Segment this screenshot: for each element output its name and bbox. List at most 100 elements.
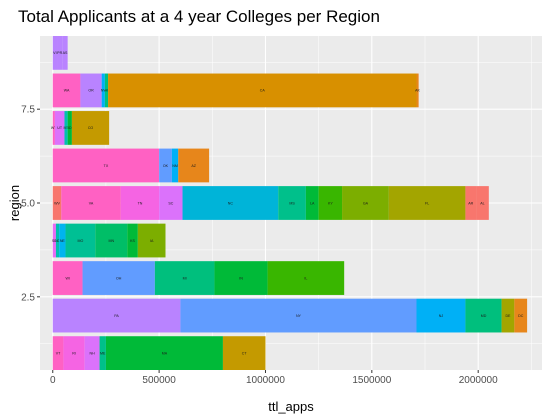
bar-segment-region-5-wv: [52, 186, 62, 220]
bar-segment-region-3-wi: [52, 261, 83, 295]
segment-label: OK: [163, 164, 169, 168]
bar-segment-region-1-me: [99, 336, 106, 370]
bar-segment-region-4-mn: [95, 223, 128, 258]
bar-segment-region-2-de: [501, 298, 515, 333]
segment-label: NJ: [439, 314, 444, 318]
segment-label: IN: [239, 276, 243, 280]
bar-segment-region-2-md: [465, 298, 502, 333]
segment-label: GA: [363, 201, 369, 205]
bar-segment-region-5-fl: [388, 186, 466, 220]
segment-label: SD: [52, 239, 57, 243]
segment-label: AR: [468, 201, 473, 205]
segment-label: MT: [63, 126, 69, 130]
bar-segment-region-4-mo: [65, 223, 96, 258]
segment-label: UT: [57, 126, 63, 130]
segment-label: FL: [425, 201, 429, 205]
segment-label: WV: [54, 201, 60, 205]
bar-segment-region-5-ga: [342, 186, 389, 220]
bar-segment-region-5-tn: [120, 186, 160, 220]
bar-segment-region-2-ny: [180, 298, 417, 333]
segment-label: MD: [481, 314, 487, 318]
bar-segment-region-4-ne: [59, 223, 66, 258]
bar-segment-region-6-ok: [159, 148, 172, 183]
bar-segment-region-1-vt: [52, 336, 64, 370]
segment-label: PR: [57, 51, 62, 55]
segment-label: WA: [64, 89, 70, 93]
segment-label: VI: [53, 51, 56, 55]
bar-segment-region-5-sc: [159, 186, 183, 220]
bar-segment-region-2-pa: [52, 298, 181, 333]
segment-label: NE: [60, 239, 66, 243]
segment-label: VT: [56, 351, 61, 355]
segment-label: HI: [105, 89, 109, 93]
segment-label: NV: [101, 89, 107, 93]
bar-segment-region-3-mi: [154, 261, 215, 295]
segment-label: NM: [172, 164, 178, 168]
bar-segment-region-8-ak: [416, 73, 419, 108]
segment-label: DE: [505, 314, 511, 318]
segment-label: NH: [90, 351, 96, 355]
bar-segment-region-8-nv: [101, 73, 105, 108]
bar-segment-region-8-hi: [104, 73, 109, 108]
bar-segment-region-3-in: [214, 261, 268, 295]
bar-segment-region-4-ia: [137, 223, 166, 258]
segment-label: PA: [114, 314, 119, 318]
segment-label: NC: [228, 201, 234, 205]
bar-segment-region-9-pr: [57, 36, 63, 70]
bar-segment-region-5-ms: [278, 186, 306, 220]
bar-segment-region-7-id: [67, 111, 72, 145]
bar-segment-region-9-vi: [52, 36, 58, 70]
segment-label: CA: [260, 89, 266, 93]
y-tick-label: 2.5: [21, 292, 35, 303]
bar-segment-region-6-az: [178, 148, 210, 183]
bar-segment-region-2-nj: [416, 298, 466, 333]
bar-segment-region-5-ky: [318, 186, 343, 220]
segment-label: TX: [104, 164, 109, 168]
segment-label: KS: [130, 239, 135, 243]
segment-label: LA: [310, 201, 315, 205]
y-tick-label: 5.0: [21, 199, 35, 210]
bar-segment-region-5-nc: [182, 186, 279, 220]
y-tick-label: 7.5: [21, 105, 35, 116]
x-axis: 0 500000 1000000 1500000 2000000: [50, 370, 498, 386]
segment-label: OH: [116, 276, 122, 280]
segment-label: IL: [304, 276, 307, 280]
bar-segment-region-4-nd: [55, 223, 60, 258]
bar-segment-region-1-ct: [222, 336, 266, 370]
y-axis: 2.5 5.0 7.5: [21, 105, 40, 303]
bar-segment-region-5-la: [305, 186, 319, 220]
y-axis-title: region: [7, 185, 22, 221]
segment-label: AZ: [191, 164, 196, 168]
bar-segment-region-1-nh: [84, 336, 100, 370]
segment-label: WY: [51, 126, 57, 130]
bar-segment-region-1-ri: [63, 336, 85, 370]
segment-label: TN: [138, 201, 143, 205]
segment-label: OR: [88, 89, 94, 93]
segment-label: MS: [289, 201, 295, 205]
bar-segment-region-5-ar: [465, 186, 477, 220]
segment-label: AK: [415, 89, 420, 93]
bar-segment-region-7-mt: [64, 111, 68, 145]
segment-label: MO: [78, 239, 84, 243]
segment-label: DC: [518, 314, 524, 318]
x-axis-title: ttl_apps: [268, 399, 314, 414]
segment-label: AS: [63, 51, 68, 55]
segment-label: ND: [55, 239, 61, 243]
bar-segment-region-7-co: [71, 111, 110, 145]
bar-segment-region-2-dc: [514, 298, 528, 333]
segment-label: NY: [296, 314, 302, 318]
segment-label: WI: [65, 276, 69, 280]
segment-label: IA: [150, 239, 154, 243]
x-tick-label: 1000000: [246, 375, 285, 386]
x-tick-label: 0: [50, 375, 56, 386]
segment-label: MN: [108, 239, 114, 243]
bar-segment-region-4-sd: [52, 223, 56, 258]
bar-segment-region-3-il: [267, 261, 345, 295]
bar-segment-region-8-ca: [108, 73, 417, 108]
bar-segment-region-6-nm: [171, 148, 179, 183]
segment-label: ME: [100, 351, 106, 355]
bar-segment-region-3-oh: [82, 261, 155, 295]
segment-label: MI: [183, 276, 187, 280]
